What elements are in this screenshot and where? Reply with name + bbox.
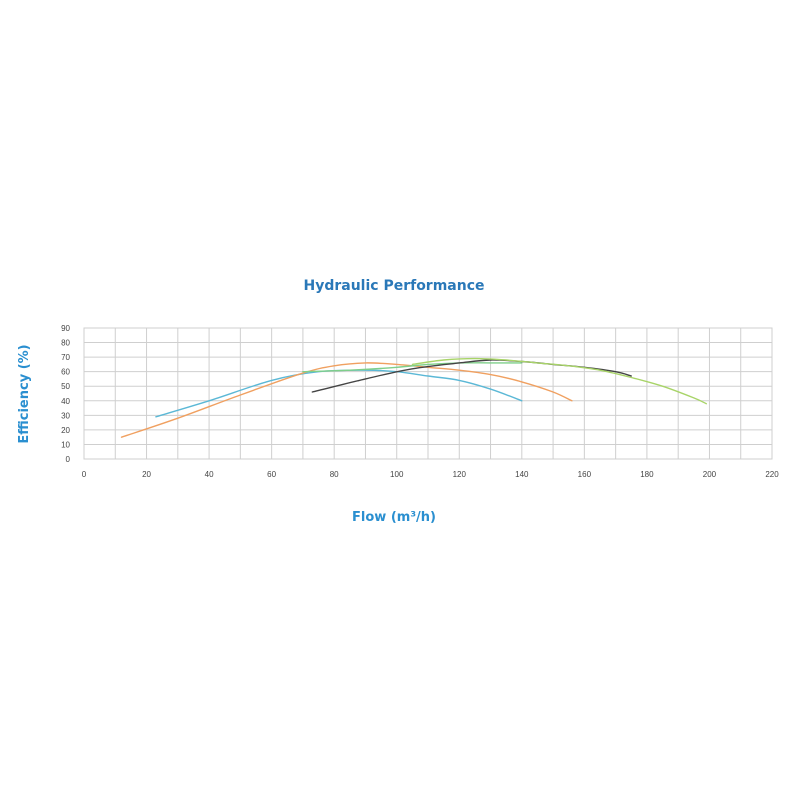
y-tick-label: 70 [61,353,70,362]
series-line-5 [411,357,707,405]
y-tick-label: 10 [61,440,70,449]
y-tick-label: 50 [61,382,70,391]
series-line-1 [155,369,523,418]
x-tick-label: 200 [703,470,717,479]
tick-labels: 0 20 40 60 80 100 120 140 160 180 200 220 0 10 20 30 40 5… [61,324,779,479]
x-axis-title: Flow (m³/h) [352,510,436,525]
x-tick-label: 220 [765,470,779,479]
x-tick-label: 180 [640,470,654,479]
plot-frame [83,327,773,460]
x-tick-label: 0 [82,470,87,479]
x-tick-label: 120 [453,470,467,479]
grid [83,327,773,460]
x-tick-label: 40 [205,470,214,479]
chart-title: Hydraulic Performance [303,278,484,294]
series-line-2 [120,362,573,438]
y-tick-label: 20 [61,426,70,435]
x-tick-label: 160 [578,470,592,479]
x-tick-label: 140 [515,470,529,479]
x-tick-label: 100 [390,470,404,479]
y-tick-label: 80 [61,339,70,348]
series-lines [120,357,707,438]
y-axis-title: Efficiency (%) [17,344,32,443]
y-tick-label: 0 [66,455,71,464]
x-tick-label: 20 [142,470,151,479]
x-tick-label: 60 [267,470,276,479]
y-tick-label: 40 [61,397,70,406]
x-tick-label: 80 [330,470,339,479]
y-tick-label: 30 [61,411,70,420]
y-tick-label: 90 [61,324,70,333]
series-line-3 [302,362,523,373]
y-tick-label: 60 [61,368,70,377]
series-line-4 [311,359,632,393]
